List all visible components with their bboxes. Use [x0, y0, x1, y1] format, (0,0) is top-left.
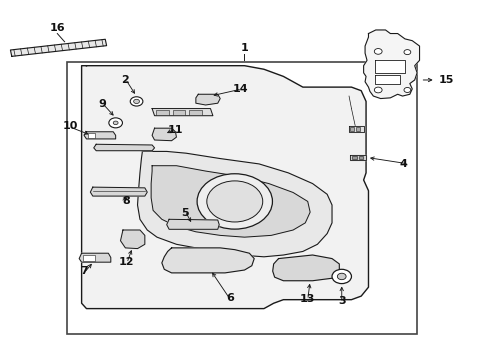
Text: 3: 3: [337, 296, 345, 306]
Text: 6: 6: [225, 293, 233, 302]
Text: 2: 2: [121, 75, 129, 85]
Text: 10: 10: [63, 121, 78, 131]
Ellipse shape: [206, 181, 262, 222]
Polygon shape: [152, 109, 212, 116]
Polygon shape: [374, 60, 404, 73]
Ellipse shape: [197, 174, 272, 229]
Polygon shape: [79, 253, 111, 262]
Polygon shape: [81, 66, 368, 309]
Polygon shape: [151, 166, 309, 237]
Bar: [350, 127, 354, 131]
Bar: [83, 255, 95, 261]
Polygon shape: [10, 39, 106, 57]
Polygon shape: [137, 152, 331, 257]
Polygon shape: [120, 230, 144, 249]
Text: 11: 11: [167, 125, 183, 135]
Polygon shape: [90, 187, 147, 196]
Bar: [67, 62, 416, 334]
Circle shape: [109, 118, 122, 128]
Text: 13: 13: [300, 294, 315, 303]
Bar: [172, 110, 185, 114]
Text: 7: 7: [80, 266, 88, 276]
Circle shape: [133, 99, 139, 104]
Polygon shape: [272, 255, 339, 281]
Circle shape: [403, 50, 410, 55]
Text: 8: 8: [122, 197, 130, 206]
Circle shape: [373, 49, 381, 54]
Bar: [358, 156, 363, 159]
Bar: [88, 133, 95, 138]
Bar: [352, 156, 356, 159]
Polygon shape: [94, 144, 154, 151]
Text: 5: 5: [181, 207, 188, 217]
Text: 14: 14: [232, 84, 247, 94]
Polygon shape: [350, 155, 366, 160]
Polygon shape: [374, 75, 399, 84]
Circle shape: [130, 97, 142, 106]
Bar: [189, 110, 201, 114]
Text: 16: 16: [49, 23, 65, 33]
Circle shape: [337, 273, 346, 280]
Text: 4: 4: [398, 159, 406, 169]
Polygon shape: [84, 132, 116, 139]
Polygon shape: [162, 248, 254, 273]
Bar: [156, 110, 168, 114]
Text: 1: 1: [240, 43, 248, 53]
Polygon shape: [166, 219, 219, 229]
Circle shape: [373, 87, 381, 93]
Circle shape: [403, 87, 410, 93]
Circle shape: [331, 269, 351, 284]
Text: 15: 15: [438, 75, 453, 85]
Polygon shape: [363, 30, 419, 99]
Polygon shape: [152, 128, 176, 141]
Text: 12: 12: [119, 257, 134, 267]
Polygon shape: [196, 94, 220, 105]
Bar: [356, 127, 360, 131]
Text: 9: 9: [98, 99, 106, 109]
Polygon shape: [348, 126, 363, 132]
Circle shape: [113, 121, 118, 125]
